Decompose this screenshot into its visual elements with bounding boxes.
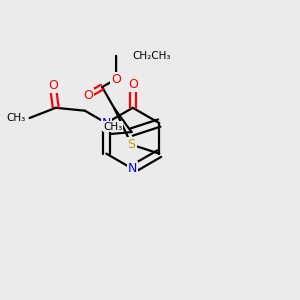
Text: N: N — [102, 117, 111, 130]
Text: S: S — [128, 138, 136, 151]
Text: O: O — [111, 73, 121, 85]
Text: CH₂CH₃: CH₂CH₃ — [132, 51, 171, 61]
Text: CH₃: CH₃ — [6, 113, 25, 123]
Text: N: N — [128, 162, 137, 176]
Text: O: O — [48, 80, 58, 92]
Text: CH₃: CH₃ — [103, 122, 122, 132]
Text: O: O — [83, 88, 93, 101]
Text: O: O — [128, 78, 138, 91]
